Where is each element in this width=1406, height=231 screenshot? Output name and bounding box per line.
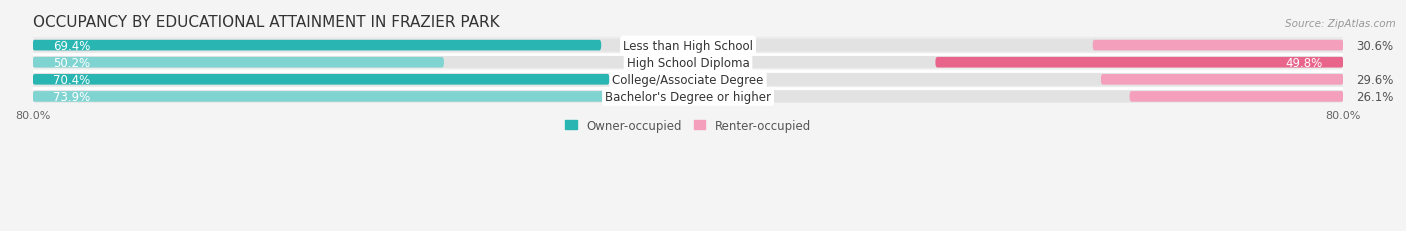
- Text: 50.2%: 50.2%: [53, 56, 90, 70]
- Text: 29.6%: 29.6%: [1355, 73, 1393, 86]
- Text: Bachelor's Degree or higher: Bachelor's Degree or higher: [605, 91, 770, 103]
- Bar: [32, 71, 1343, 88]
- FancyBboxPatch shape: [935, 58, 1343, 68]
- FancyBboxPatch shape: [1101, 75, 1343, 85]
- FancyBboxPatch shape: [1092, 41, 1343, 51]
- Bar: [32, 37, 1343, 55]
- Text: 49.8%: 49.8%: [1285, 56, 1323, 70]
- FancyBboxPatch shape: [32, 75, 609, 85]
- Text: OCCUPANCY BY EDUCATIONAL ATTAINMENT IN FRAZIER PARK: OCCUPANCY BY EDUCATIONAL ATTAINMENT IN F…: [32, 15, 499, 30]
- Text: Source: ZipAtlas.com: Source: ZipAtlas.com: [1285, 18, 1396, 28]
- Legend: Owner-occupied, Renter-occupied: Owner-occupied, Renter-occupied: [561, 114, 815, 137]
- Bar: [32, 88, 1343, 106]
- FancyBboxPatch shape: [32, 57, 1343, 69]
- Text: 26.1%: 26.1%: [1355, 91, 1393, 103]
- Text: College/Associate Degree: College/Associate Degree: [613, 73, 763, 86]
- FancyBboxPatch shape: [32, 58, 444, 68]
- Text: High School Diploma: High School Diploma: [627, 56, 749, 70]
- FancyBboxPatch shape: [32, 91, 1343, 103]
- FancyBboxPatch shape: [32, 92, 638, 102]
- Bar: [32, 55, 1343, 71]
- Text: Less than High School: Less than High School: [623, 40, 754, 52]
- Text: 73.9%: 73.9%: [53, 91, 90, 103]
- Text: 30.6%: 30.6%: [1355, 40, 1393, 52]
- FancyBboxPatch shape: [32, 40, 1343, 52]
- Text: 70.4%: 70.4%: [53, 73, 90, 86]
- FancyBboxPatch shape: [32, 74, 1343, 86]
- FancyBboxPatch shape: [32, 41, 602, 51]
- Text: 69.4%: 69.4%: [53, 40, 90, 52]
- FancyBboxPatch shape: [1129, 92, 1343, 102]
